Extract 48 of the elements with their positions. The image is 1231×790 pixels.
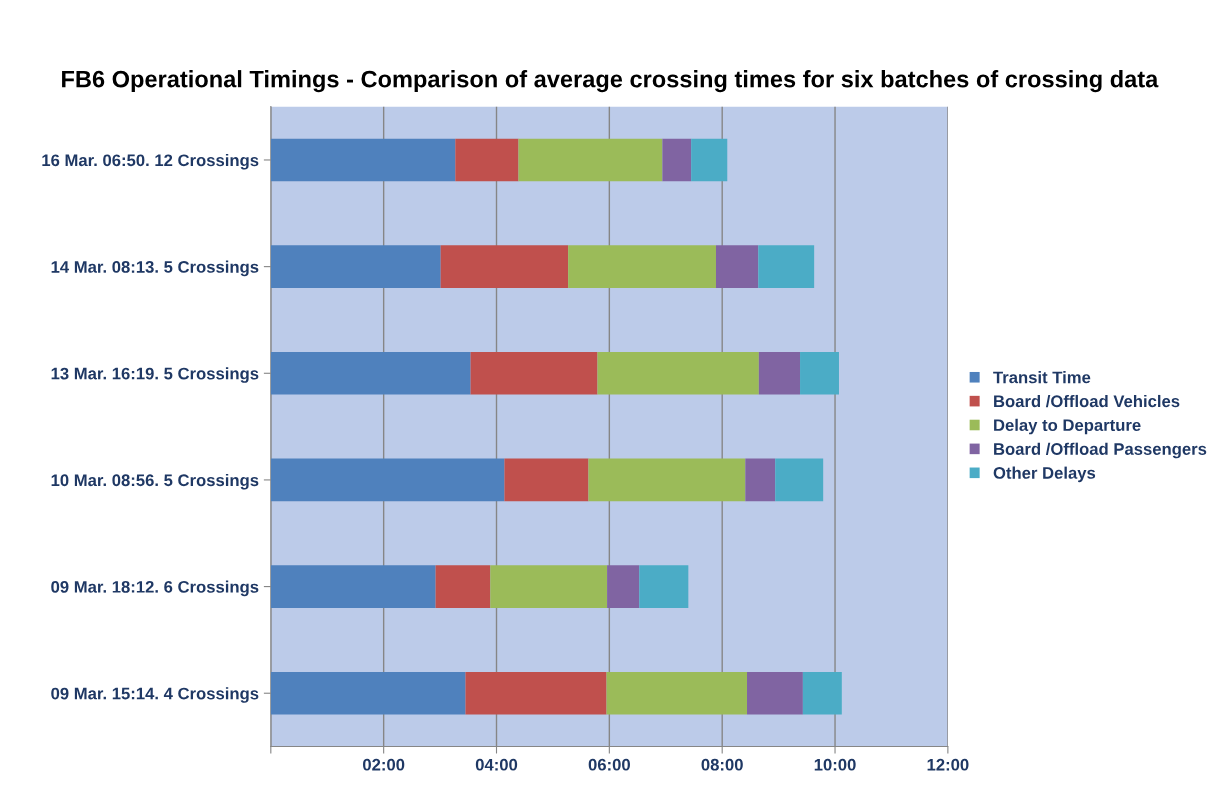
- bar: [518, 138, 663, 182]
- y-tick-label: 09 Mar. 18:12. 6 Crossings: [51, 580, 259, 597]
- x-tick-label: 08:00: [701, 758, 743, 771]
- bar: [270, 245, 441, 288]
- bar: [270, 671, 466, 715]
- bar: [270, 565, 436, 608]
- bar: [270, 351, 471, 395]
- bar: [691, 138, 728, 182]
- bar: [758, 245, 815, 288]
- legend-label: Delay to Departure: [994, 418, 1141, 435]
- y-tick-label: 16 Mar. 06:50. 12 Crossings: [42, 153, 259, 170]
- bar: [639, 565, 689, 608]
- bar: [470, 351, 598, 395]
- bar: [597, 351, 759, 395]
- bar: [490, 565, 608, 608]
- bar: [440, 245, 569, 288]
- bar: [270, 138, 456, 182]
- legend-label: Other Delays: [993, 466, 1096, 483]
- x-tick-label: 06:00: [588, 758, 630, 771]
- y-tick-label: 09 Mar. 15:14. 4 Crossings: [51, 687, 259, 703]
- legend-label: Board /Offload Vehicles: [994, 394, 1180, 408]
- bar: [607, 565, 640, 608]
- legend-label: Transit Time: [993, 371, 1091, 384]
- bar: [747, 671, 803, 715]
- bar: [800, 351, 839, 395]
- bar: [588, 458, 746, 502]
- chart-title: FB6 Operational Timings - Comparison of average crossing times for six batches of crossing data: [62, 70, 1159, 93]
- bar: [745, 458, 776, 502]
- bar: [568, 245, 716, 288]
- bar: [465, 671, 607, 715]
- bar: [455, 138, 519, 182]
- y-tick-label: 14 Mar. 08:13. 5 Crossings: [51, 260, 259, 277]
- bar: [758, 351, 801, 395]
- bar: [775, 458, 824, 502]
- x-tick-label: 02:00: [363, 758, 405, 771]
- x-tick-label: 10:00: [814, 758, 856, 771]
- bar: [270, 458, 505, 502]
- bar: [606, 671, 748, 715]
- bar: [802, 671, 842, 715]
- y-tick-label: 13 Mar. 16:19. 5 Crossings: [51, 367, 259, 383]
- bar: [662, 138, 692, 182]
- x-tick-label: 12:00: [927, 758, 969, 771]
- legend-label: Board /Offload Passengers: [994, 442, 1207, 459]
- bar: [435, 565, 491, 608]
- y-tick-label: 10 Mar. 08:56. 5 Crossings: [51, 473, 259, 490]
- x-tick-label: 04:00: [475, 758, 518, 771]
- bar: [504, 458, 589, 502]
- bar: [715, 245, 759, 288]
